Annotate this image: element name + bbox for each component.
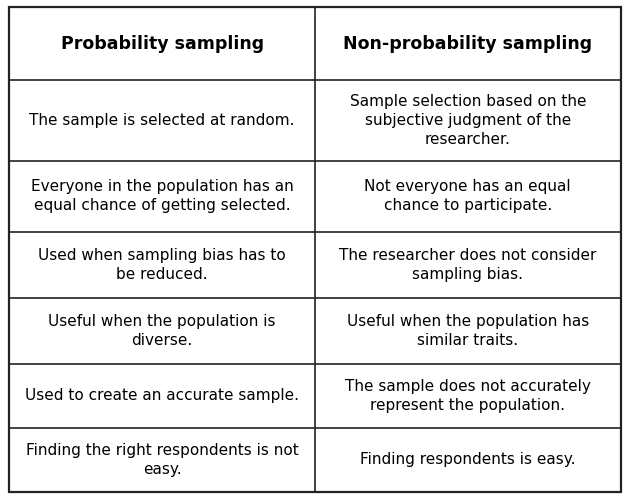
Text: Used when sampling bias has to
be reduced.: Used when sampling bias has to be reduce… [38, 248, 286, 282]
Text: Finding respondents is easy.: Finding respondents is easy. [360, 452, 576, 467]
Text: Useful when the population has
similar traits.: Useful when the population has similar t… [346, 314, 589, 348]
Text: Non-probability sampling: Non-probability sampling [343, 35, 592, 53]
Text: The sample is selected at random.: The sample is selected at random. [30, 113, 295, 128]
Text: Not everyone has an equal
chance to participate.: Not everyone has an equal chance to part… [365, 179, 571, 214]
Text: The researcher does not consider
sampling bias.: The researcher does not consider samplin… [339, 248, 597, 282]
Text: Used to create an accurate sample.: Used to create an accurate sample. [25, 388, 299, 403]
Text: Finding the right respondents is not
easy.: Finding the right respondents is not eas… [26, 443, 299, 477]
Text: Useful when the population is
diverse.: Useful when the population is diverse. [49, 314, 276, 348]
Text: The sample does not accurately
represent the population.: The sample does not accurately represent… [345, 379, 591, 413]
Text: Sample selection based on the
subjective judgment of the
researcher.: Sample selection based on the subjective… [350, 94, 586, 147]
Text: Probability sampling: Probability sampling [60, 35, 264, 53]
Text: Everyone in the population has an
equal chance of getting selected.: Everyone in the population has an equal … [31, 179, 294, 214]
